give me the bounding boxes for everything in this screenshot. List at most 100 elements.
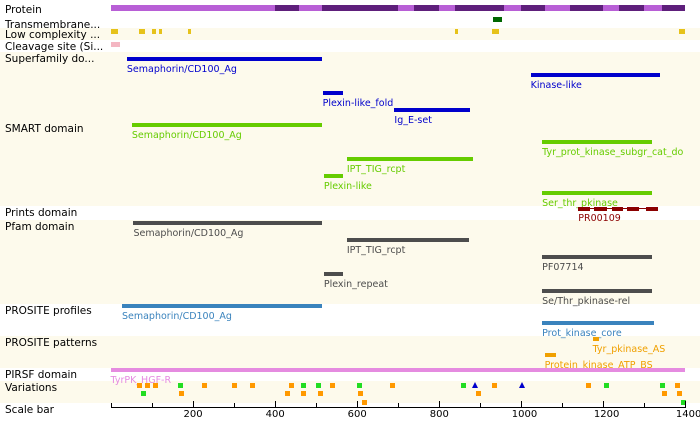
feature-label-smart: Plexin-like (323, 181, 372, 192)
scale-minor-tick (397, 403, 399, 407)
scale-major-tick (602, 401, 604, 408)
variation-marker (202, 383, 208, 388)
protein-segment (414, 5, 439, 11)
row-label-protein: Protein (5, 4, 42, 16)
feature-bar-pfam (346, 238, 469, 242)
feature-label-pfam: Se/Thr_pkinase-rel (542, 296, 631, 307)
prints-motif (645, 207, 659, 211)
variation-marker (250, 383, 256, 388)
protein-segment (455, 5, 505, 11)
scale-major-tick (274, 401, 276, 408)
feature-bar-smart (542, 191, 653, 195)
variation-marker (231, 383, 237, 388)
feature-label-prosite_patterns: Protein_kinase_ATP_BS (544, 360, 653, 371)
scale-minor-tick (479, 403, 481, 407)
feature-bar-prosite_profiles (542, 321, 655, 325)
feature-bar-pfam (323, 272, 344, 276)
scale-minor-tick (110, 403, 112, 407)
feature-bar-superfamily (322, 91, 344, 95)
row-label-prosite_profiles: PROSITE profiles (5, 305, 92, 317)
row-label-prosite_patterns: PROSITE patterns (5, 337, 98, 349)
variation-marker (680, 400, 686, 405)
variation-marker (676, 391, 682, 396)
variation-marker (362, 400, 368, 405)
scale-tick-label: 800 (429, 409, 449, 420)
scale-minor-tick (643, 403, 645, 407)
variation-marker (137, 383, 143, 388)
feature-label-smart: Semaphorin/CD100_Ag (131, 130, 242, 141)
variation-marker (586, 383, 592, 388)
protein-segment (619, 5, 644, 11)
feature-bar-prosite_patterns (544, 353, 556, 357)
variation-marker (357, 391, 363, 396)
scale-minor-tick (315, 403, 317, 407)
scale-major-tick (192, 401, 194, 408)
row-label-lowcomplexity: Low complexity ... (5, 29, 101, 41)
feature-bar-pfam (133, 221, 322, 225)
row-band-variations (0, 381, 700, 403)
low-complexity-region (139, 29, 145, 34)
feature-label-prosite_profiles: Prot_kinase_core (542, 328, 622, 339)
variation-marker (315, 383, 321, 388)
variation-marker (461, 383, 467, 388)
feature-label-superfamily: Semaphorin/CD100_Ag (126, 64, 237, 75)
row-label-prints: Prints domain (5, 207, 78, 219)
low-complexity-region (492, 29, 500, 34)
scale-axis-line (110, 407, 685, 408)
feature-label-prosite_patterns: Tyr_pkinase_AS (592, 344, 666, 355)
feature-bar-pirsf (110, 368, 685, 372)
feature-bar-smart (542, 140, 653, 144)
scale-major-tick (684, 401, 686, 408)
row-band-superfamily (0, 52, 700, 122)
scale-tick-label: 600 (347, 409, 367, 420)
protein-segment (520, 5, 546, 11)
row-label-cleavage: Cleavage site (Si... (5, 41, 104, 53)
variation-marker (603, 383, 609, 388)
protein-segment (602, 5, 620, 11)
scale-minor-tick (151, 403, 153, 407)
low-complexity-region (158, 29, 162, 34)
feature-label-smart: IPT_TIG_rcpt (346, 164, 406, 175)
protein-segment (299, 5, 322, 11)
feature-label-pirsf: TyrPK_HGF-R (110, 375, 172, 386)
scale-tick-label: 1400 (675, 409, 700, 420)
variation-marker (301, 383, 307, 388)
feature-label-superfamily: Ig_E-set (394, 115, 432, 126)
row-label-scalebar: Scale bar (5, 404, 55, 416)
feature-label-superfamily: Plexin-like_fold (322, 98, 394, 109)
row-label-superfamily: Superfamily do... (5, 53, 95, 65)
variation-marker (317, 391, 323, 396)
row-label-variations: Variations (5, 382, 58, 394)
protein-segment (504, 5, 521, 11)
feature-label-smart: Ser_thr_pkinase (542, 198, 618, 209)
feature-bar-smart (131, 123, 322, 127)
cleavage-site (110, 42, 121, 47)
variation-marker (660, 383, 666, 388)
variation-marker (475, 391, 481, 396)
protein-segment (438, 5, 456, 11)
row-label-pfam: Pfam domain (5, 221, 75, 233)
variation-marker (179, 391, 185, 396)
feature-bar-prosite_patterns (592, 337, 599, 341)
feature-bar-pfam (542, 289, 653, 293)
row-band-prosite_patterns (0, 336, 700, 368)
protein-segment (321, 5, 398, 11)
variation-marker (300, 391, 306, 396)
low-complexity-region (152, 29, 156, 34)
prints-motif (593, 207, 607, 211)
prints-motif (578, 207, 590, 211)
feature-bar-smart (323, 174, 344, 178)
protein-segment (274, 5, 300, 11)
variation-triangle-icon (519, 382, 526, 388)
scale-tick-label: 1200 (593, 409, 620, 420)
protein-segment (643, 5, 663, 11)
variation-marker (492, 383, 498, 388)
variation-marker (178, 383, 184, 388)
scale-tick-label: 200 (183, 409, 203, 420)
variation-marker (674, 383, 680, 388)
feature-bar-superfamily (530, 73, 661, 77)
protein-segment (545, 5, 571, 11)
scale-minor-tick (233, 403, 235, 407)
feature-bar-superfamily (394, 108, 471, 112)
